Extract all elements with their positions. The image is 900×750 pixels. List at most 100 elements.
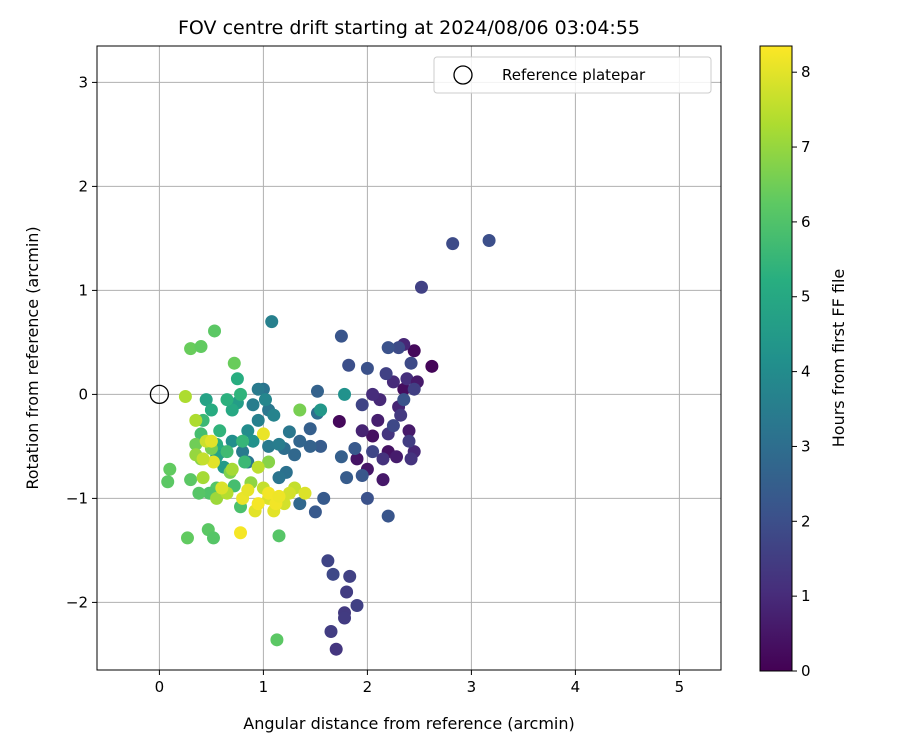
data-point (220, 393, 234, 407)
data-point (324, 625, 338, 639)
data-point (282, 486, 296, 500)
data-point (262, 486, 276, 500)
data-point (251, 413, 265, 427)
data-point (262, 439, 276, 453)
data-point (407, 344, 421, 358)
data-point (288, 448, 302, 462)
y-tick-label: 3 (78, 73, 88, 91)
grid (97, 46, 721, 670)
data-point (376, 473, 390, 487)
data-point (414, 280, 428, 294)
data-point (272, 489, 286, 503)
data-point (238, 455, 252, 469)
data-point (355, 398, 369, 412)
data-point (220, 445, 234, 459)
data-point (334, 329, 348, 343)
data-point (332, 414, 346, 428)
chart-title: FOV centre drift starting at 2024/08/06 … (178, 17, 640, 39)
data-point (184, 473, 198, 487)
data-point (246, 434, 260, 448)
data-point (251, 497, 265, 511)
colorbar-tick-label: 8 (801, 63, 811, 81)
colorbar-tick-label: 4 (801, 363, 811, 381)
x-tick-label: 4 (571, 678, 581, 696)
data-point (326, 567, 340, 581)
y-tick-label: 2 (78, 177, 88, 195)
data-point (366, 429, 380, 443)
colorbar-tick-label: 2 (801, 512, 811, 530)
data-point (329, 642, 343, 656)
y-tick-label: 0 (78, 385, 88, 403)
data-point (236, 434, 250, 448)
data-point (404, 452, 418, 466)
data-point (376, 452, 390, 466)
data-point (400, 372, 414, 386)
data-point (293, 497, 307, 511)
data-point (258, 393, 272, 407)
x-tick-label: 0 (155, 678, 165, 696)
data-point (241, 424, 255, 438)
data-point (314, 403, 328, 417)
colorbar: 0 1 2 3 4 5 6 7 8 Hours from first FF file (759, 45, 848, 680)
data-point (314, 439, 328, 453)
x-axis: 0 1 2 3 4 5 (155, 670, 684, 696)
data-point (446, 237, 460, 251)
data-point (402, 434, 416, 448)
data-point (270, 633, 284, 647)
data-point (425, 359, 439, 373)
data-point (180, 531, 194, 545)
y-axis: −2 −1 0 1 2 3 (66, 73, 97, 611)
data-point (317, 491, 331, 505)
data-point (338, 611, 352, 625)
data-point (350, 599, 364, 613)
data-point (213, 424, 227, 438)
data-point (189, 437, 203, 451)
colorbar-ticks: 0 1 2 3 4 5 6 7 8 (792, 63, 811, 680)
colorbar-tick-label: 1 (801, 587, 811, 605)
y-axis-label: Rotation from reference (arcmin) (23, 226, 42, 489)
data-point (206, 531, 220, 545)
data-point (334, 450, 348, 464)
data-point (390, 450, 404, 464)
x-axis-label: Angular distance from reference (arcmin) (243, 714, 574, 733)
data-point (397, 393, 411, 407)
data-point (241, 483, 255, 497)
legend-marker (453, 65, 473, 85)
data-point (397, 382, 411, 396)
data-point (366, 387, 380, 401)
data-point (256, 427, 270, 441)
data-point (308, 505, 322, 519)
data-point (192, 486, 206, 500)
legend: Reference platepar (433, 56, 712, 94)
data-point (338, 387, 352, 401)
plot-frame (96, 45, 722, 671)
legend-label: Reference platepar (502, 66, 646, 84)
data-point (340, 585, 354, 599)
data-point (234, 526, 248, 540)
data-point (204, 434, 218, 448)
data-point (303, 422, 317, 436)
y-tick-label: 1 (78, 281, 88, 299)
data-point (251, 382, 265, 396)
data-point (340, 471, 354, 485)
data-point (225, 403, 239, 417)
data-point (355, 469, 369, 483)
data-point (360, 491, 374, 505)
data-point (265, 315, 279, 329)
colorbar-tick-label: 0 (801, 662, 811, 680)
data-point (230, 372, 244, 386)
x-tick-label: 3 (467, 678, 477, 696)
colorbar-tick-label: 6 (801, 213, 811, 231)
data-point (303, 439, 317, 453)
data-point (282, 425, 296, 439)
legend-box (433, 56, 712, 94)
data-point (161, 475, 175, 489)
data-point (184, 342, 198, 356)
data-point (196, 452, 210, 466)
data-point (251, 460, 265, 474)
data-point (225, 434, 239, 448)
colorbar-label: Hours from first FF file (829, 269, 848, 448)
data-point (178, 389, 192, 403)
data-point (342, 358, 356, 372)
